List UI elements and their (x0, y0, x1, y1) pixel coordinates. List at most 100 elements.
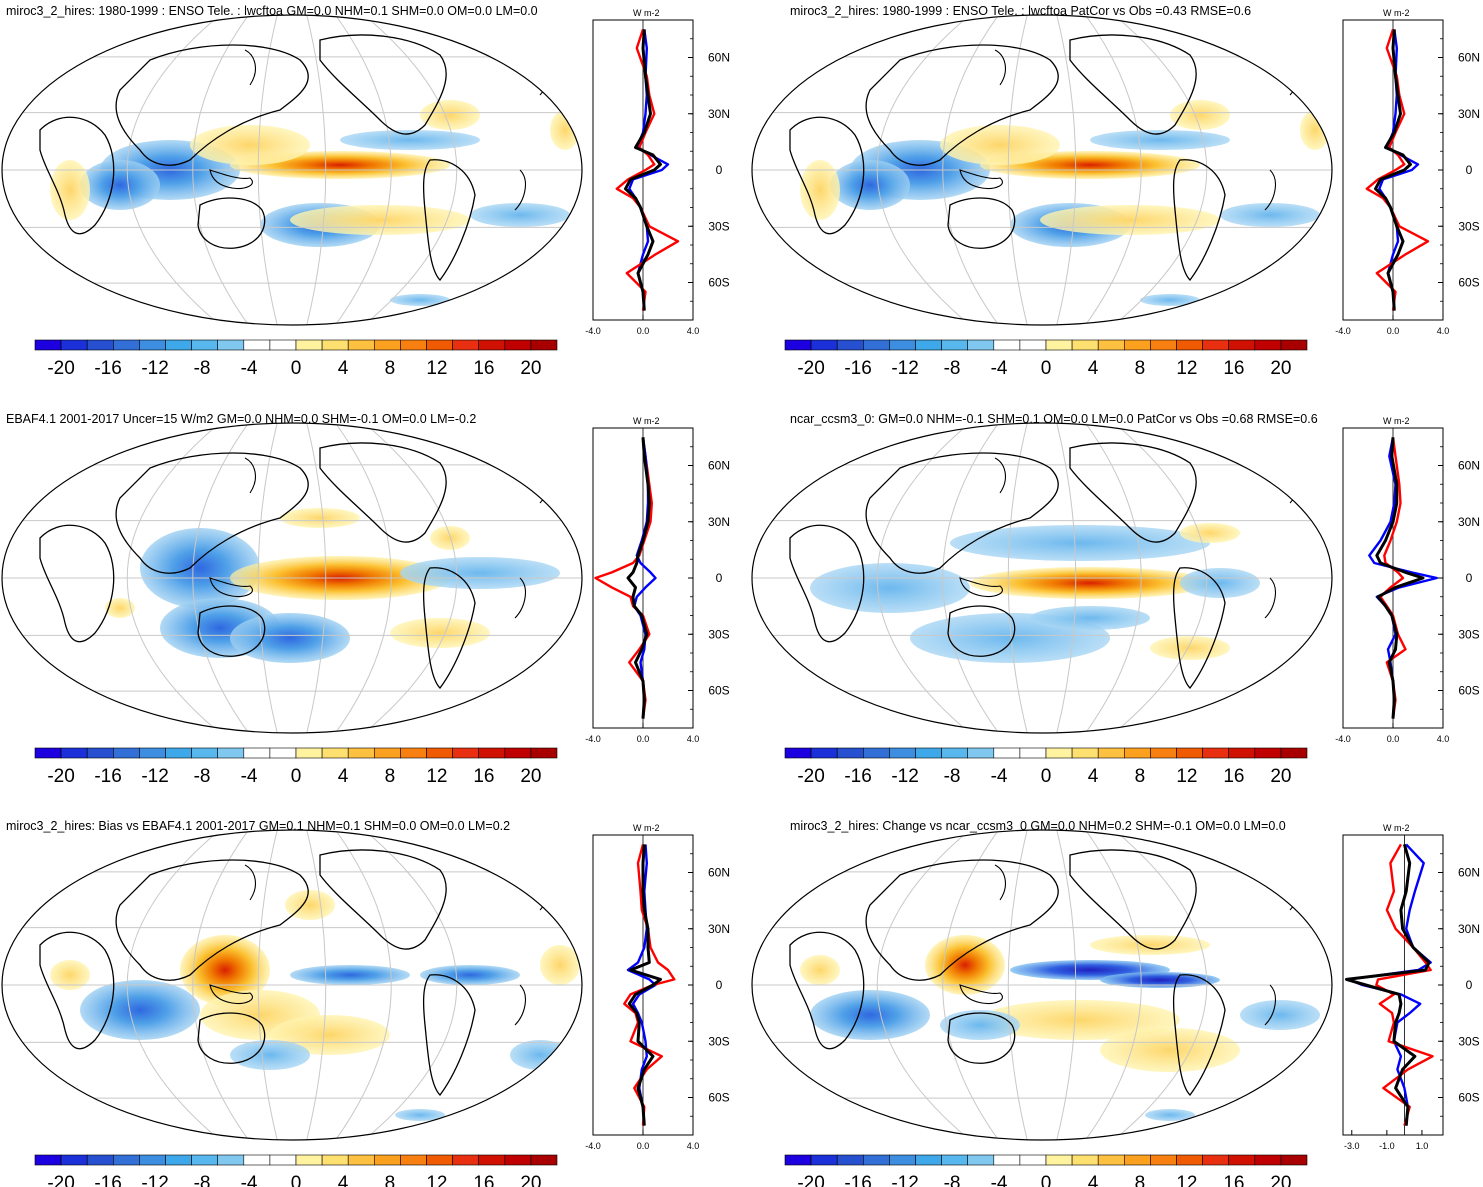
colorbar-swatch (400, 1154, 427, 1166)
colorbar-swatch (86, 1154, 114, 1166)
shading-region (230, 613, 350, 663)
map-border (1, 829, 583, 1141)
colorbar-swatch (34, 747, 62, 759)
colorbar-label: 0 (291, 766, 302, 787)
zonal-series-line (594, 437, 653, 719)
shading-region (1090, 130, 1230, 150)
colorbar-swatch (1176, 339, 1203, 351)
colorbar-label: 20 (1270, 766, 1291, 787)
colorbar-label: 16 (473, 1173, 494, 1187)
colorbar-swatch (889, 747, 916, 759)
colorbar-label: 4 (338, 1173, 349, 1187)
colorbar-swatch (426, 747, 453, 759)
shading-region (1300, 110, 1330, 150)
colorbar-swatch (530, 1154, 558, 1166)
longitude-line (257, 830, 278, 1140)
colorbar-swatch (1228, 339, 1256, 351)
zonal-mean-plot: W m-2 -3.0 -1.0 1.0 60N 30N 0 30S 60S (1342, 823, 1480, 1151)
colorbar-swatch (1019, 339, 1047, 351)
colorbar-swatch (1123, 1154, 1151, 1166)
colorbar-swatch (452, 339, 480, 351)
panel-2: miroc3_2_hires: 1980-1999 : ENSO Tele. :… (751, 4, 1480, 379)
colorbar-label: -12 (891, 358, 918, 379)
colorbar-swatch (1150, 339, 1177, 351)
colorbar-swatch (1280, 339, 1308, 351)
shading-region (280, 508, 360, 528)
colorbar-label: 0 (1041, 358, 1052, 379)
colorbar-swatch (810, 339, 838, 351)
colorbar-swatch (60, 339, 88, 351)
colorbar-swatch (1254, 339, 1282, 351)
colorbar-swatch (191, 339, 219, 351)
longitude-line (126, 15, 221, 325)
longitude-line (335, 830, 392, 1140)
anomaly-shading (800, 935, 1320, 1121)
y-tick-label: 0 (716, 571, 723, 585)
y-tick-label: 30S (1458, 627, 1479, 641)
colorbar-swatch (86, 747, 114, 759)
zonal-series-line (1374, 29, 1412, 311)
colorbar: -20 -16 -12 -8 -4 0 4 8 12 16 20 (34, 1154, 558, 1187)
units-label: W m-2 (633, 823, 660, 833)
y-tick-label: 30N (1458, 107, 1480, 121)
shading-region (400, 557, 560, 589)
zonal-mean-plot: W m-2 -4.0 0.0 4.0 60N 30N 0 30S 60S (1335, 8, 1480, 336)
longitude-line (192, 830, 249, 1140)
y-tick-label: 30N (1458, 922, 1480, 936)
map (1, 829, 583, 1141)
map (1, 422, 583, 734)
y-tick-label: 30N (708, 922, 730, 936)
colorbar-swatch (810, 747, 838, 759)
graticule (752, 830, 1332, 1140)
y-tick-label: 30S (1458, 219, 1479, 233)
colorbar-label: -8 (194, 1173, 211, 1187)
x-tick-label: 4.0 (687, 1141, 700, 1151)
graticule (2, 830, 582, 1140)
longitude-line (942, 15, 999, 325)
longitude-line (306, 830, 327, 1140)
map (751, 829, 1333, 1141)
shading-region (390, 294, 450, 306)
colorbar-swatch (1071, 1154, 1099, 1166)
colorbar-label: -16 (94, 766, 121, 787)
colorbar-label: 8 (385, 358, 396, 379)
colorbar-swatch (269, 747, 297, 759)
colorbar-label: -16 (844, 766, 871, 787)
colorbar-label: -20 (47, 1173, 74, 1187)
colorbar-swatch (269, 339, 297, 351)
colorbar-label: -4 (991, 358, 1008, 379)
zonal-series-line (628, 29, 670, 311)
colorbar-swatch (139, 1154, 166, 1166)
colorbar-swatch (1071, 339, 1099, 351)
colorbar-swatch (373, 747, 401, 759)
colorbar-swatch (139, 339, 166, 351)
map-border (1, 14, 583, 326)
colorbar-swatch (836, 339, 864, 351)
y-tick-label: 60S (708, 276, 729, 290)
y-tick-label: 30N (708, 515, 730, 529)
colorbar-label: -20 (47, 766, 74, 787)
longitude-line (1056, 830, 1077, 1140)
y-tick-label: 30N (1458, 515, 1480, 529)
colorbar: -20 -16 -12 -8 -4 0 4 8 12 16 20 (34, 747, 558, 787)
colorbar-label: 8 (385, 766, 396, 787)
colorbar-swatch (295, 1154, 323, 1166)
longitude-line (257, 15, 278, 325)
colorbar-label: -16 (94, 1173, 121, 1187)
colorbar-swatch (113, 747, 140, 759)
colorbar-swatch (784, 339, 812, 351)
colorbar-label: -12 (891, 766, 918, 787)
shading-region (340, 130, 480, 150)
colorbar-swatch (34, 1154, 62, 1166)
colorbar-label: -20 (797, 766, 824, 787)
colorbar-swatch (1202, 339, 1230, 351)
colorbar-swatch (426, 1154, 453, 1166)
colorbar-swatch (504, 1154, 532, 1166)
longitude-line (363, 830, 458, 1140)
shading-region (1145, 1109, 1195, 1121)
y-tick-label: 60S (1458, 276, 1479, 290)
x-tick-label: -4.0 (585, 734, 601, 744)
colorbar-swatch (165, 339, 192, 351)
y-tick-label: 60S (1458, 1091, 1479, 1105)
map (1, 14, 583, 326)
